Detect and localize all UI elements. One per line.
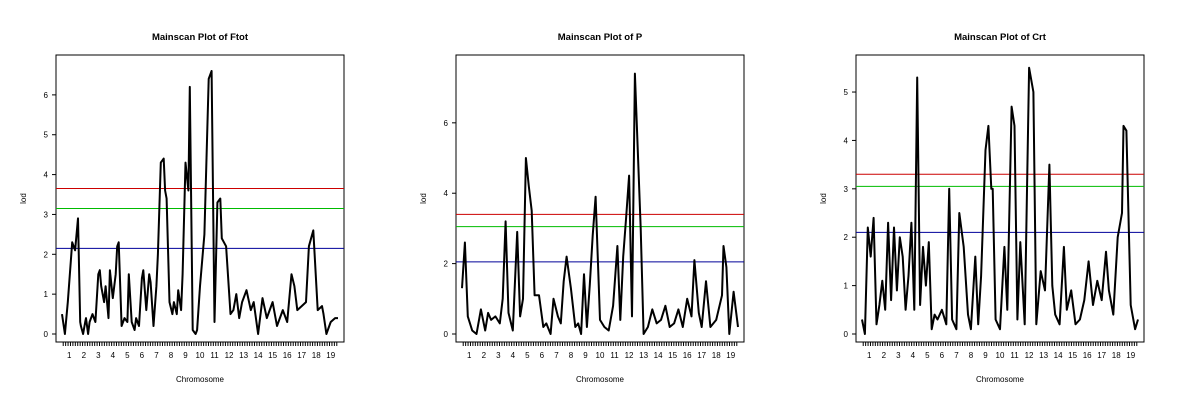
x-tick-label: 4 [511,351,516,360]
x-tick-label: 19 [1126,351,1135,360]
x-tick-label: 16 [683,351,692,360]
chart-title: Mainscan Plot of Ftot [152,32,249,43]
x-tick-label: 5 [925,351,930,360]
x-tick-label: 9 [583,351,588,360]
x-tick-label: 3 [896,351,901,360]
chart-title: Mainscan Plot of Crt [954,32,1047,43]
x-tick-label: 4 [111,351,116,360]
x-tick-label: 11 [210,351,219,360]
x-tick-label: 14 [654,351,663,360]
y-tick-label: 2 [844,233,849,242]
x-tick-label: 11 [1010,351,1019,360]
x-tick-label: 2 [82,351,87,360]
x-tick-label: 10 [996,351,1005,360]
x-tick-label: 7 [554,351,559,360]
x-tick-label: 7 [954,351,959,360]
x-tick-label: 15 [668,351,677,360]
y-tick-label: 4 [844,136,849,145]
x-axis-label: Chromosome [576,375,625,384]
x-tick-label: 8 [169,351,174,360]
x-tick-label: 16 [1083,351,1092,360]
x-tick-label: 8 [569,351,574,360]
x-tick-label: 19 [326,351,335,360]
x-axis-label: Chromosome [976,375,1025,384]
x-tick-label: 13 [639,351,648,360]
y-tick-label: 0 [444,330,449,339]
lod-series-line [861,66,1139,335]
lod-series-line [461,72,739,335]
y-tick-label: 6 [44,91,49,100]
y-tick-label: 1 [844,282,849,291]
y-tick-label: 0 [44,330,49,339]
x-tick-label: 6 [940,351,945,360]
x-tick-label: 1 [867,351,872,360]
x-tick-label: 10 [596,351,605,360]
x-tick-label: 14 [1054,351,1063,360]
y-tick-label: 0 [844,330,849,339]
x-tick-label: 18 [1112,351,1121,360]
x-tick-label: 19 [726,351,735,360]
x-tick-label: 15 [1068,351,1077,360]
x-tick-label: 14 [254,351,263,360]
x-tick-label: 12 [625,351,634,360]
plot-frame [455,54,745,343]
x-tick-label: 18 [712,351,721,360]
x-tick-label: 3 [96,351,101,360]
y-tick-label: 5 [844,88,849,97]
x-axis-label: Chromosome [176,375,225,384]
x-tick-label: 2 [882,351,887,360]
plot-frame [855,54,1145,343]
lod-series-line [61,70,338,335]
x-minor-ticks [862,342,1138,346]
x-tick-label: 18 [312,351,321,360]
x-tick-label: 2 [482,351,487,360]
x-tick-label: 11 [610,351,619,360]
x-tick-label: 7 [154,351,159,360]
x-tick-label: 16 [283,351,292,360]
y-tick-label: 2 [444,260,449,269]
x-tick-label: 5 [125,351,130,360]
x-tick-label: 12 [225,351,234,360]
x-tick-label: 1 [467,351,472,360]
y-tick-label: 4 [44,171,49,180]
x-tick-label: 8 [969,351,974,360]
chart-title: Mainscan Plot of P [558,32,643,43]
x-tick-label: 17 [697,351,706,360]
y-tick-label: 1 [44,290,49,299]
x-tick-label: 13 [239,351,248,360]
y-tick-label: 5 [44,131,49,140]
x-tick-label: 12 [1025,351,1034,360]
x-tick-label: 17 [297,351,306,360]
x-tick-label: 5 [525,351,530,360]
y-tick-label: 4 [444,189,449,198]
x-tick-label: 4 [911,351,916,360]
x-tick-label: 17 [1097,351,1106,360]
x-tick-label: 3 [496,351,501,360]
x-tick-label: 1 [67,351,72,360]
y-axis-label: lod [419,193,428,204]
x-tick-label: 10 [196,351,205,360]
x-tick-label: 9 [983,351,988,360]
x-tick-label: 15 [268,351,277,360]
y-tick-label: 3 [44,210,49,219]
x-minor-ticks [462,342,738,346]
x-tick-label: 6 [140,351,145,360]
y-tick-label: 3 [844,185,849,194]
plot-frame [55,54,345,343]
y-axis-label: lod [19,193,28,204]
x-minor-ticks [62,342,338,346]
y-tick-label: 2 [44,250,49,259]
y-tick-label: 6 [444,119,449,128]
x-tick-label: 13 [1039,351,1048,360]
x-tick-label: 9 [183,351,188,360]
x-tick-label: 6 [540,351,545,360]
y-axis-label: lod [819,193,828,204]
